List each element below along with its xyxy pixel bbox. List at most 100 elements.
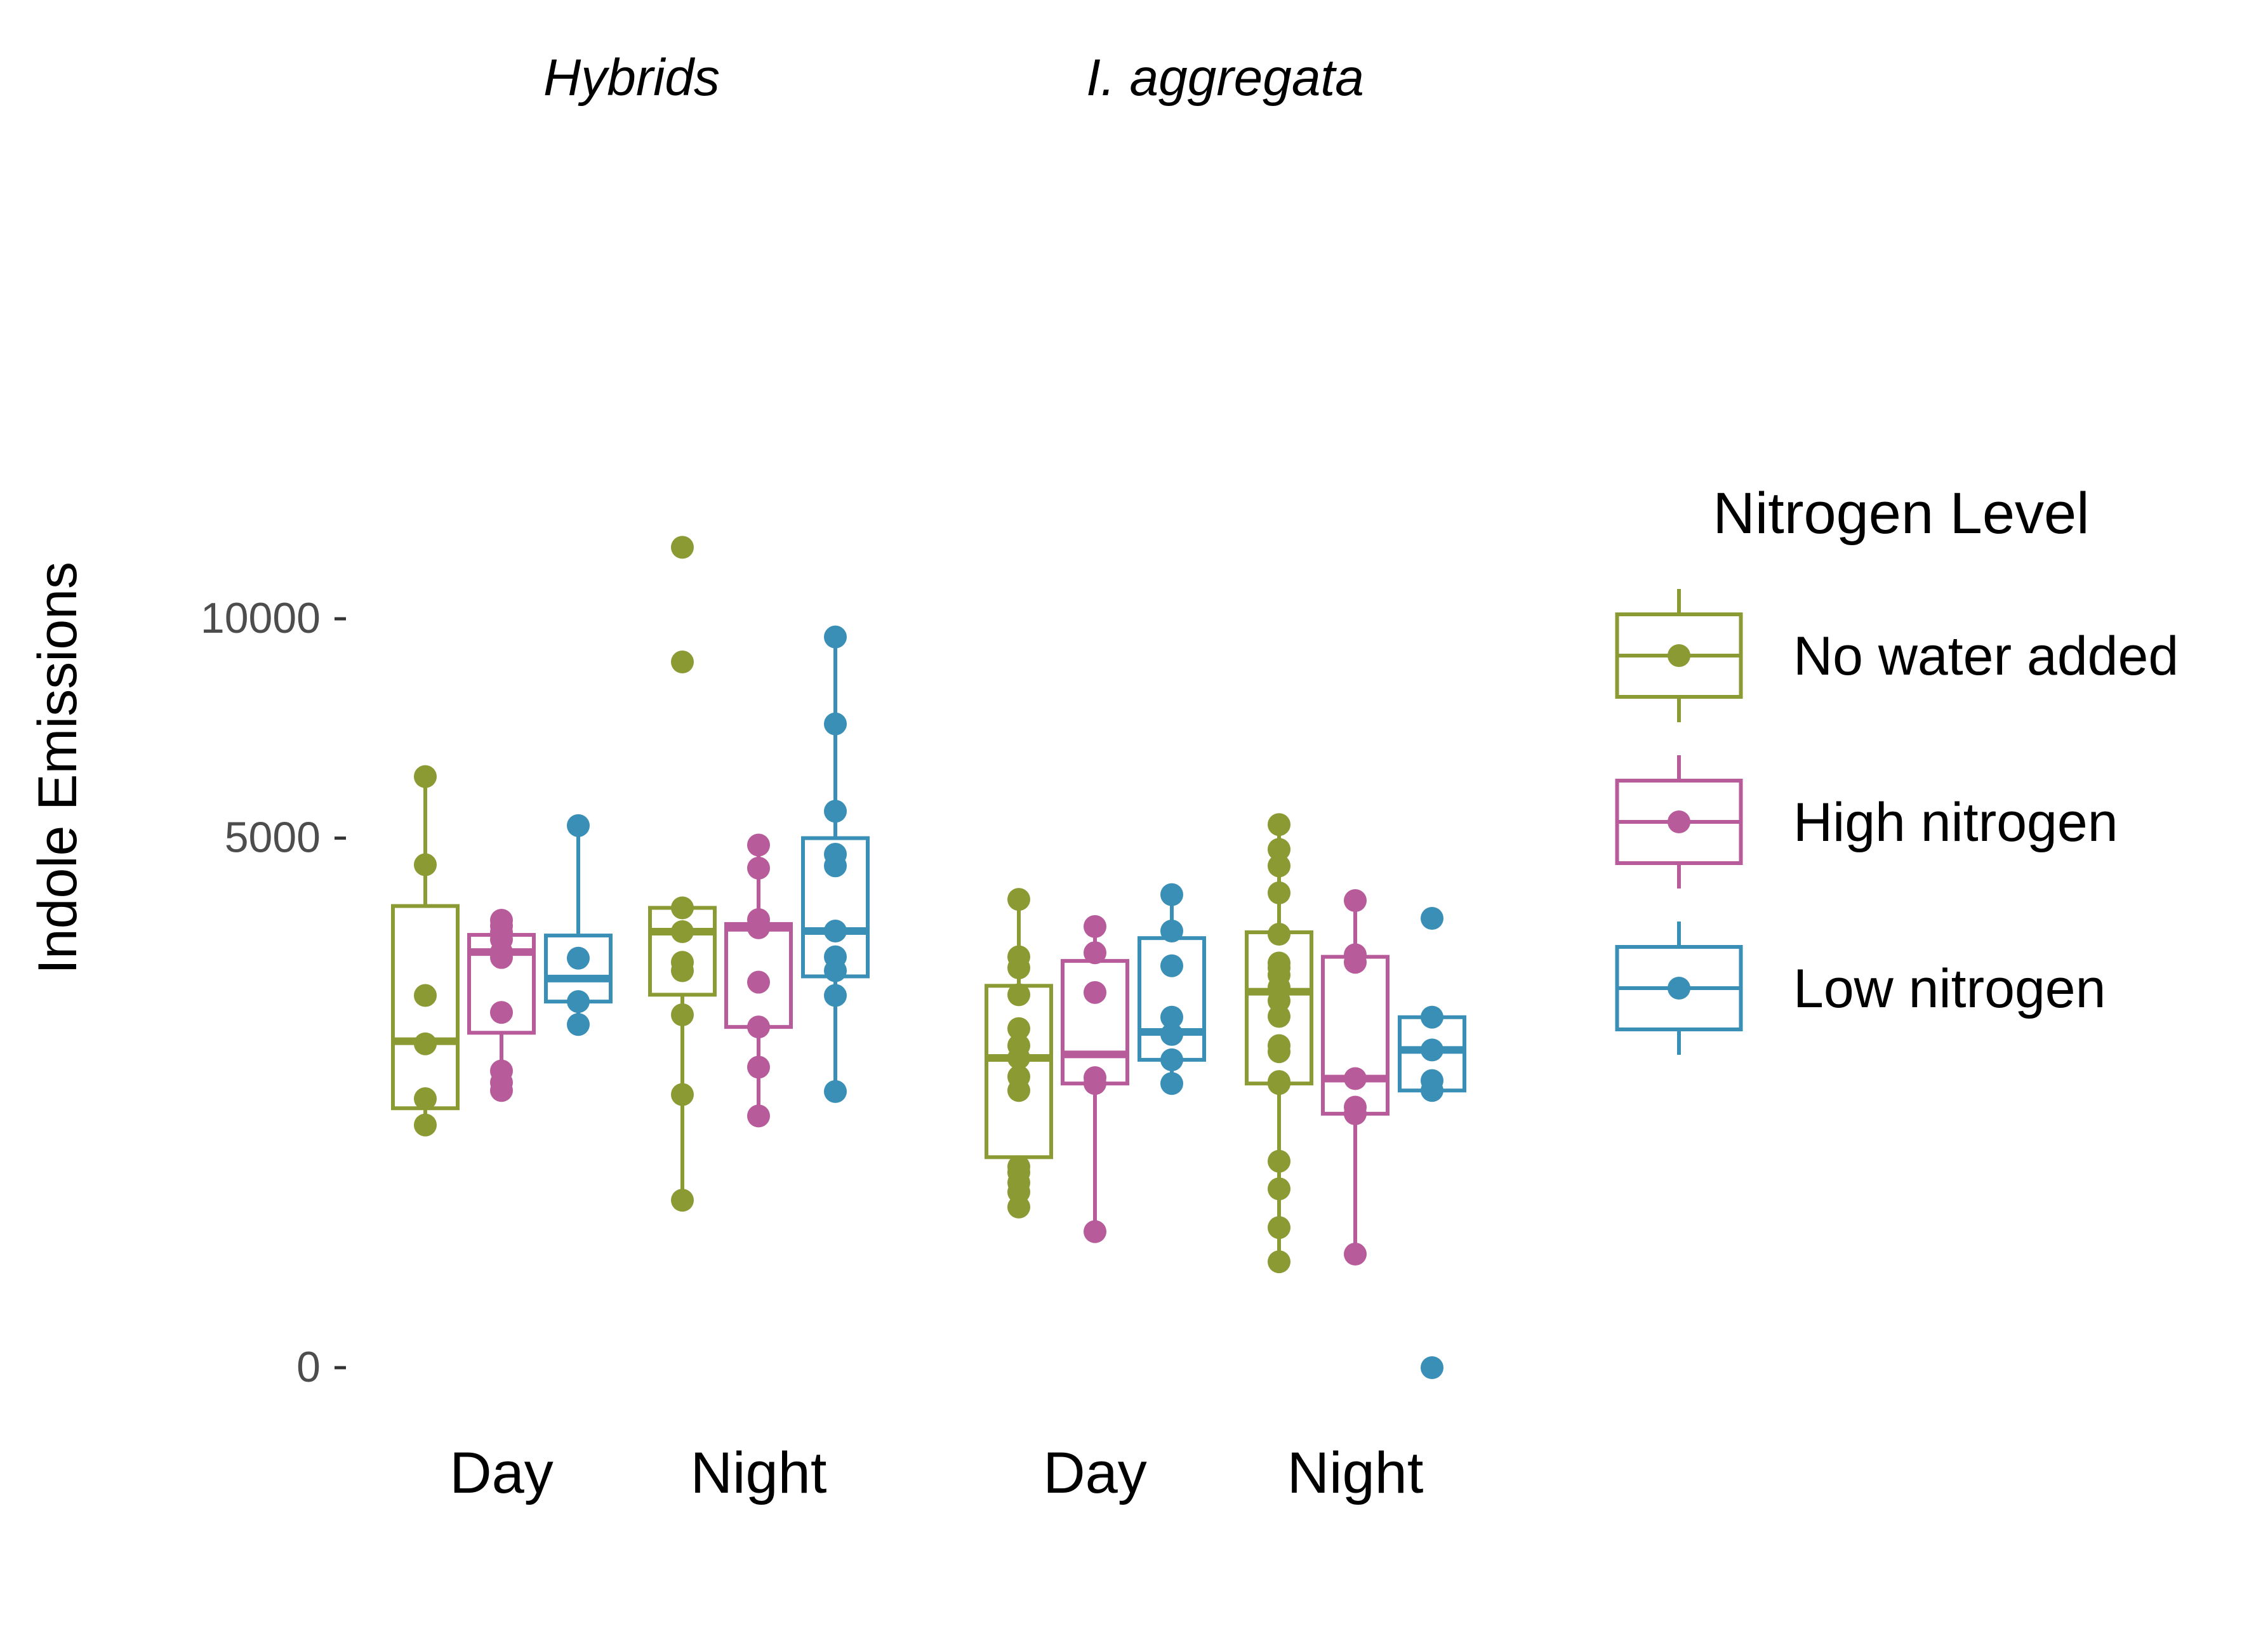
data-point bbox=[1344, 1095, 1367, 1119]
data-point bbox=[1007, 1017, 1030, 1040]
data-point bbox=[1268, 813, 1290, 836]
data-point bbox=[1160, 1048, 1183, 1071]
data-point bbox=[1007, 983, 1030, 1007]
legend-label: No water added bbox=[1793, 626, 2179, 687]
box-i-aggregata-night-high-nitrogen bbox=[1321, 889, 1390, 1266]
data-point bbox=[567, 1013, 590, 1036]
box-i-aggregata-day-high-nitrogen bbox=[1061, 915, 1129, 1243]
legend-label: High nitrogen bbox=[1793, 792, 2118, 853]
data-point bbox=[747, 970, 770, 994]
data-point bbox=[824, 945, 847, 968]
legend-item-no-water-added: No water added bbox=[1615, 589, 2179, 722]
box-hybrids-night-no-water-added bbox=[648, 536, 717, 1212]
legend-key-point bbox=[1668, 977, 1690, 1000]
data-point bbox=[824, 1080, 847, 1103]
data-point bbox=[747, 833, 770, 857]
data-point bbox=[671, 1003, 694, 1027]
data-point bbox=[414, 765, 437, 788]
legend-item-low-nitrogen: Low nitrogen bbox=[1615, 922, 2106, 1055]
data-point bbox=[1007, 1034, 1030, 1057]
data-point bbox=[1084, 981, 1106, 1004]
data-point bbox=[1268, 838, 1290, 861]
data-point bbox=[1344, 1243, 1367, 1266]
data-point bbox=[1421, 1005, 1443, 1029]
data-point bbox=[1160, 883, 1183, 906]
data-point bbox=[490, 908, 513, 932]
data-point bbox=[1268, 1070, 1290, 1094]
data-point bbox=[567, 990, 590, 1014]
data-point bbox=[1421, 1356, 1443, 1379]
data-point bbox=[1160, 1072, 1183, 1095]
data-point bbox=[1268, 951, 1290, 975]
data-point bbox=[1084, 941, 1106, 965]
data-point bbox=[414, 853, 437, 876]
panel-title-i-aggregata: I. aggregata bbox=[1086, 49, 1364, 107]
data-point bbox=[671, 536, 694, 559]
data-point bbox=[1421, 907, 1443, 930]
x-label-day: Day bbox=[1043, 1441, 1147, 1505]
data-point bbox=[671, 951, 694, 974]
data-point bbox=[1421, 1069, 1443, 1092]
box-hybrids-night-high-nitrogen bbox=[724, 833, 793, 1128]
legend-key-point bbox=[1668, 810, 1690, 833]
data-point bbox=[671, 1189, 694, 1212]
data-point bbox=[824, 800, 847, 823]
data-point bbox=[1268, 1177, 1290, 1201]
box-body bbox=[391, 904, 460, 1111]
box-i-aggregata-day-low-nitrogen bbox=[1138, 883, 1206, 1095]
legend-label: Low nitrogen bbox=[1793, 958, 2106, 1019]
legend-key-point bbox=[1668, 644, 1690, 667]
data-point bbox=[1344, 1067, 1367, 1090]
data-point bbox=[1268, 1034, 1290, 1057]
data-point bbox=[747, 908, 770, 931]
box-i-aggregata-night-low-nitrogen bbox=[1398, 907, 1466, 1379]
data-point bbox=[414, 1113, 437, 1137]
box-hybrids-night-low-nitrogen bbox=[801, 625, 870, 1103]
data-point bbox=[1344, 889, 1367, 913]
data-point bbox=[1084, 1066, 1106, 1089]
data-point bbox=[747, 856, 770, 880]
data-point bbox=[671, 920, 694, 943]
data-point bbox=[824, 919, 847, 942]
data-point bbox=[1268, 854, 1290, 878]
box-hybrids-day-high-nitrogen bbox=[467, 908, 536, 1102]
data-point bbox=[1160, 1022, 1183, 1046]
data-point bbox=[1084, 1220, 1106, 1243]
data-point bbox=[490, 1059, 513, 1083]
data-point bbox=[747, 1055, 770, 1079]
data-point bbox=[671, 651, 694, 674]
data-point bbox=[1007, 1155, 1030, 1179]
data-point bbox=[1421, 1038, 1443, 1062]
x-label-day: Day bbox=[449, 1441, 554, 1505]
data-point bbox=[567, 814, 590, 837]
box-hybrids-day-low-nitrogen bbox=[544, 814, 613, 1036]
y-tick-label: 10000 bbox=[201, 594, 321, 642]
box-hybrids-day-no-water-added bbox=[391, 765, 460, 1137]
data-point bbox=[1160, 919, 1183, 942]
data-point bbox=[747, 1015, 770, 1039]
data-point bbox=[567, 946, 590, 970]
data-point bbox=[1268, 1149, 1290, 1173]
data-point bbox=[1268, 881, 1290, 904]
x-label-night: Night bbox=[691, 1441, 827, 1505]
data-point bbox=[490, 1001, 513, 1024]
x-label-night: Night bbox=[1287, 1441, 1424, 1505]
data-point bbox=[414, 1087, 437, 1111]
box-body bbox=[1061, 959, 1129, 1086]
data-point bbox=[824, 712, 847, 736]
data-point bbox=[1268, 923, 1290, 946]
data-point bbox=[671, 896, 694, 920]
y-axis-title: Indole Emissions bbox=[27, 562, 88, 974]
box-i-aggregata-day-no-water-added bbox=[985, 888, 1053, 1219]
data-point bbox=[747, 1104, 770, 1128]
data-point bbox=[1268, 1250, 1290, 1274]
data-point bbox=[1268, 1216, 1290, 1239]
data-point bbox=[1007, 888, 1030, 911]
data-point bbox=[1084, 915, 1106, 938]
data-point bbox=[1160, 954, 1183, 977]
data-point bbox=[824, 625, 847, 649]
box-i-aggregata-night-no-water-added bbox=[1245, 813, 1313, 1274]
legend-title: Nitrogen Level bbox=[1713, 481, 2089, 546]
